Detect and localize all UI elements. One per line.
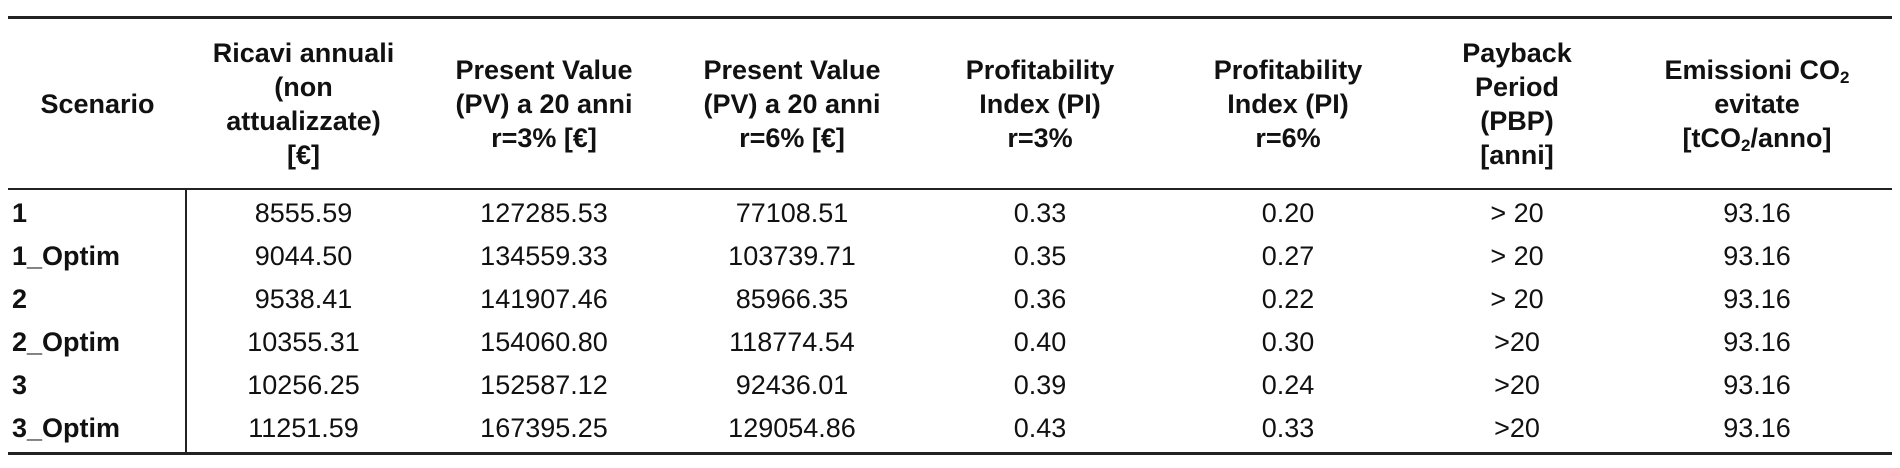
- cell-emissioni: 93.16: [1723, 240, 1791, 271]
- cell-scenario: 2_Optim: [12, 326, 121, 357]
- cell-pi-3: 0.39: [1013, 369, 1067, 400]
- cell-ricavi: 10256.25: [247, 369, 360, 400]
- table-bottom-rule: [8, 452, 1892, 455]
- cell-ricavi: 8555.59: [254, 197, 353, 228]
- header-emissioni-line-3: [tCO2/anno]: [1682, 122, 1832, 155]
- table-header-rule: [8, 188, 1892, 190]
- table-row: 3_Optim 11251.59 167395.25 129054.86 0.43 0.3…: [8, 407, 1892, 449]
- cell-pv-3: 141907.46: [480, 283, 608, 314]
- cell-pv-6: 85966.35: [735, 283, 849, 314]
- cell-scenario: 3: [12, 369, 28, 400]
- cell-payback: >20: [1494, 369, 1540, 400]
- header-emissioni-line-1: Emissioni CO2: [1664, 54, 1850, 87]
- cell-pi-3: 0.36: [1013, 283, 1067, 314]
- cell-pv-6: 92436.01: [735, 369, 849, 400]
- cell-pv-3: 154060.80: [480, 326, 608, 357]
- cell-pi-3: 0.33: [1013, 197, 1067, 228]
- cell-pv-3: 127285.53: [480, 197, 608, 228]
- cell-ricavi: 9538.41: [254, 283, 353, 314]
- cell-pv-3: 167395.25: [480, 412, 608, 443]
- cell-pi-6: 0.27: [1261, 240, 1315, 271]
- header-pi-3: Profitability Index (PI) r=3%: [965, 54, 1115, 153]
- cell-payback: >20: [1494, 412, 1540, 443]
- cell-pv-6: 118774.54: [729, 326, 855, 357]
- table-row: 1_Optim 9044.50 134559.33 103739.71 0.35 0.27…: [8, 235, 1892, 277]
- cell-emissioni: 93.16: [1723, 412, 1791, 443]
- cell-pv-6: 103739.71: [728, 240, 856, 271]
- cell-payback: > 20: [1490, 197, 1544, 228]
- cell-ricavi: 11251.59: [248, 412, 359, 443]
- table-row: 2_Optim 10355.31 154060.80 118774.54 0.40 0.3…: [8, 321, 1892, 363]
- header-payback-period: Payback Period (PBP) [anni]: [1462, 37, 1572, 170]
- table-row: 1 8555.59 127285.53 77108.51 0.33 0.20 > 20 93.…: [8, 192, 1892, 234]
- cell-emissioni: 93.16: [1723, 197, 1791, 228]
- cell-payback: > 20: [1490, 240, 1544, 271]
- cell-scenario: 3_Optim: [12, 412, 121, 443]
- header-pv-3: Present Value (PV) a 20 anni r=3% [€]: [455, 54, 633, 153]
- cell-pv-3: 152587.12: [480, 369, 608, 400]
- scenario-column-divider: [185, 190, 187, 452]
- cell-payback: >20: [1494, 326, 1540, 357]
- cell-pv-3: 134559.33: [480, 240, 608, 271]
- cell-scenario: 1: [12, 197, 28, 228]
- header-ricavi-annuali: Ricavi annuali (non attualizzate) [€]: [212, 37, 395, 170]
- table-header-row: Scenario Ricavi annuali (non attualizzat…: [8, 19, 1892, 188]
- header-scenario: Scenario: [40, 88, 155, 119]
- header-pv-6: Present Value (PV) a 20 anni r=6% [€]: [703, 54, 881, 153]
- table-row: 3 10256.25 152587.12 92436.01 0.39 0.24 >20 93.…: [8, 364, 1892, 406]
- cell-pi-6: 0.20: [1261, 197, 1315, 228]
- cell-ricavi: 9044.50: [254, 240, 353, 271]
- cell-payback: > 20: [1490, 283, 1544, 314]
- cell-ricavi: 10355.31: [247, 326, 360, 357]
- cell-pi-6: 0.33: [1261, 412, 1315, 443]
- cell-emissioni: 93.16: [1723, 326, 1791, 357]
- table-top-rule: [8, 16, 1892, 19]
- cell-pi-3: 0.40: [1013, 326, 1067, 357]
- cell-pv-6: 129054.86: [728, 412, 856, 443]
- cell-pi-6: 0.24: [1261, 369, 1315, 400]
- cell-pi-3: 0.43: [1013, 412, 1067, 443]
- table-row: 2 9538.41 141907.46 85966.35 0.36 0.22 > 20 93.…: [8, 278, 1892, 320]
- cell-pi-3: 0.35: [1013, 240, 1067, 271]
- cell-pi-6: 0.22: [1261, 283, 1315, 314]
- header-pi-6: Profitability Index (PI) r=6%: [1213, 54, 1363, 153]
- cell-emissioni: 93.16: [1723, 369, 1791, 400]
- cell-emissioni: 93.16: [1723, 283, 1791, 314]
- cell-pv-6: 77108.51: [735, 197, 849, 228]
- results-table: Scenario Ricavi annuali (non attualizzat…: [8, 0, 1892, 468]
- header-emissioni-co2: Emissioni CO2 evitate [tCO2/anno]: [1664, 54, 1850, 155]
- cell-scenario: 2: [12, 283, 28, 314]
- cell-pi-6: 0.30: [1261, 326, 1315, 357]
- cell-scenario: 1_Optim: [12, 240, 121, 271]
